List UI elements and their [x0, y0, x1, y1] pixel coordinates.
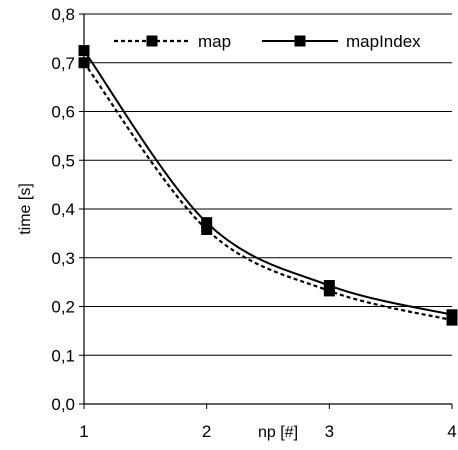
- data-point-map: [78, 57, 90, 69]
- x-tick-label: 3: [325, 422, 334, 441]
- legend-label-map: map: [198, 32, 231, 51]
- gridlines: [84, 13, 452, 356]
- y-tick-label: 0,5: [51, 151, 75, 170]
- data-point-mapIndex: [323, 280, 335, 292]
- y-axis-label: time [s]: [17, 183, 34, 235]
- tick-labels: 0,0 0,1 0,2 0,3 0,4 0,5 0,6 0,7 0,8 1 2 3 4: [51, 5, 456, 441]
- y-tick-label: 0,4: [51, 200, 75, 219]
- y-tick-label: 0,7: [51, 54, 75, 73]
- series-line-map: [83, 62, 453, 322]
- y-tick-label: 0,0: [51, 395, 75, 414]
- x-axis-label: np [#]: [258, 424, 298, 441]
- y-tick-label: 0,8: [51, 5, 75, 24]
- legend-label-mapIndex: mapIndex: [346, 32, 421, 51]
- legend-marker-map: [146, 35, 158, 47]
- series-line-mapIndex: [83, 49, 453, 316]
- x-tick-label: 1: [79, 422, 88, 441]
- y-tick-label: 0,1: [51, 346, 75, 365]
- x-tick-label: 4: [447, 422, 456, 441]
- series-group: [78, 45, 458, 326]
- axes: [79, 13, 453, 409]
- y-tick-label: 0,6: [51, 103, 75, 122]
- data-point-map: [201, 223, 213, 235]
- legend-marker-mapIndex: [294, 35, 306, 47]
- data-point-mapIndex: [446, 309, 458, 321]
- y-tick-label: 0,3: [51, 249, 75, 268]
- x-tick-label: 2: [202, 422, 211, 441]
- y-tick-label: 0,2: [51, 298, 75, 317]
- data-point-mapIndex: [201, 217, 213, 229]
- legend: map mapIndex: [114, 32, 421, 51]
- data-point-mapIndex: [78, 45, 90, 57]
